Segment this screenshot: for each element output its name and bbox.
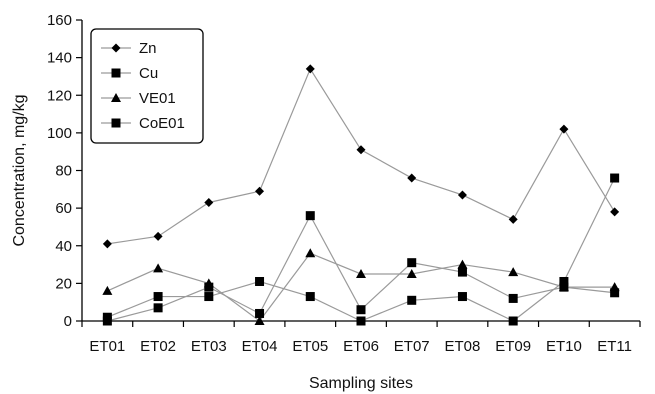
data-point — [102, 316, 112, 326]
data-point — [407, 173, 417, 183]
series-layer — [102, 64, 620, 326]
y-axis-title: Concentration, mg/kg — [11, 94, 28, 246]
data-point — [610, 207, 620, 217]
data-point — [457, 259, 468, 269]
data-point — [457, 190, 467, 200]
legend-label: Zn — [139, 40, 157, 57]
data-point — [102, 285, 113, 295]
data-point — [508, 293, 518, 303]
data-point — [356, 316, 366, 326]
legend-marker — [111, 118, 121, 128]
legend-marker — [111, 68, 121, 78]
y-tick-label: 100 — [47, 125, 72, 142]
data-point — [407, 295, 417, 305]
data-point — [457, 292, 467, 302]
series-cu — [102, 173, 620, 326]
x-tick-label: ET01 — [89, 338, 125, 355]
data-point — [305, 292, 315, 302]
data-point — [255, 186, 265, 196]
x-tick-label: ET11 — [597, 338, 632, 355]
data-point — [153, 231, 163, 241]
data-point — [610, 173, 620, 183]
data-point — [153, 292, 163, 302]
x-axis-title: Sampling sites — [309, 375, 413, 392]
series-zn — [102, 64, 620, 249]
x-tick-label: ET03 — [191, 338, 227, 355]
y-tick-label: 40 — [55, 238, 72, 255]
legend: Zn Cu VE01 CoE01 — [90, 28, 204, 144]
data-point — [102, 239, 112, 249]
data-point — [356, 268, 366, 278]
data-point — [508, 267, 519, 277]
y-tick-label: 140 — [47, 50, 72, 67]
data-point — [254, 316, 265, 325]
legend-marker — [111, 43, 121, 53]
series-line — [107, 214, 615, 322]
data-point — [559, 276, 569, 286]
data-point — [610, 288, 620, 298]
y-tick-label: 60 — [55, 200, 72, 217]
data-point — [559, 124, 569, 134]
legend-marker — [111, 93, 121, 102]
data-point — [204, 292, 214, 302]
x-tick-label: ET08 — [445, 338, 481, 355]
series-coe01 — [102, 211, 620, 326]
data-point — [356, 305, 366, 315]
x-axis-ticks: ET01 ET02 ET03 ET04 ET05 ET06 ET07 ET08 ET09 ET10… — [81, 321, 641, 355]
data-point — [305, 64, 315, 74]
legend-box — [90, 28, 204, 144]
data-point — [356, 145, 366, 155]
y-tick-label: 0 — [64, 313, 72, 330]
data-point — [255, 276, 265, 286]
legend-label: VE01 — [139, 90, 176, 107]
x-tick-label: ET07 — [394, 338, 430, 355]
data-point — [255, 308, 265, 318]
data-point — [305, 211, 315, 221]
y-tick-label: 160 — [47, 12, 72, 29]
x-tick-label: ET09 — [495, 338, 531, 355]
data-point — [204, 197, 214, 207]
data-point — [559, 282, 569, 292]
data-point — [406, 268, 417, 278]
data-point — [153, 303, 163, 313]
data-point — [457, 267, 467, 277]
x-tick-label: ET05 — [292, 338, 328, 355]
y-tick-label: 120 — [47, 87, 72, 104]
data-point — [153, 263, 164, 273]
y-tick-label: 80 — [55, 163, 72, 180]
y-axis-ticks: 0 20 40 60 80 100 120 140 160 — [47, 12, 82, 330]
legend-label: CoE01 — [139, 115, 185, 132]
data-point — [508, 214, 518, 224]
data-point — [508, 316, 518, 326]
x-tick-label: ET10 — [546, 338, 582, 355]
legend-label: Cu — [139, 65, 158, 82]
series-line — [107, 177, 616, 322]
x-tick-label: ET06 — [343, 338, 379, 355]
data-point — [204, 282, 214, 292]
x-tick-label: ET04 — [242, 338, 278, 355]
y-tick-label: 20 — [55, 275, 72, 292]
x-tick-label: ET02 — [140, 338, 176, 355]
data-point — [305, 248, 316, 258]
data-point — [407, 258, 417, 268]
